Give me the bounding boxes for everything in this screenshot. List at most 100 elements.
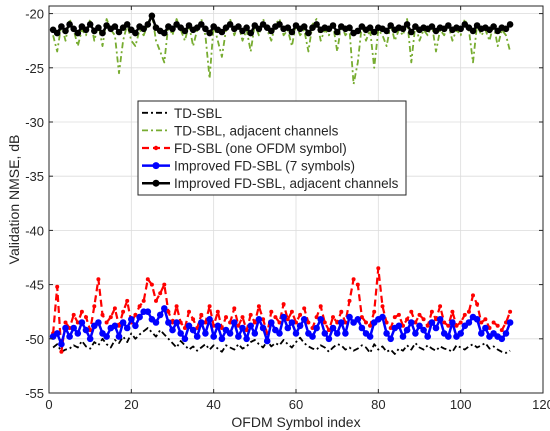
data-point <box>144 308 152 316</box>
data-point <box>399 25 407 33</box>
x-tick-label: 20 <box>124 397 138 412</box>
data-point <box>314 315 319 320</box>
data-point <box>276 21 283 28</box>
data-point <box>370 28 378 36</box>
data-point <box>236 323 241 328</box>
data-point <box>473 316 481 323</box>
data-point <box>53 330 61 337</box>
data-point <box>63 320 68 325</box>
data-point <box>317 316 325 323</box>
data-point <box>438 304 443 309</box>
data-point <box>198 319 205 326</box>
data-point <box>181 335 189 343</box>
data-point <box>111 23 119 30</box>
data-point <box>457 25 465 33</box>
data-point <box>346 24 353 32</box>
data-point <box>144 21 152 28</box>
data-point <box>239 324 246 332</box>
data-point <box>351 277 356 282</box>
data-point <box>62 324 69 332</box>
data-point <box>226 330 234 337</box>
data-point <box>346 313 353 321</box>
data-point <box>263 337 271 345</box>
data-point <box>187 309 191 314</box>
data-point <box>354 27 362 35</box>
x-tick-label: 40 <box>206 397 220 412</box>
legend-label-1: TD-SBL, adjacent channels <box>174 123 339 138</box>
data-point <box>161 29 168 37</box>
data-point <box>255 316 263 323</box>
data-point <box>309 333 316 340</box>
data-point <box>475 302 480 307</box>
data-point <box>379 313 386 321</box>
data-point <box>231 319 238 326</box>
data-point <box>339 309 344 314</box>
data-point <box>499 328 504 333</box>
data-point <box>86 335 94 343</box>
data-point <box>247 29 254 37</box>
data-point <box>354 316 362 323</box>
data-point <box>174 304 179 309</box>
data-point <box>185 322 193 330</box>
data-point <box>140 25 147 33</box>
data-point <box>145 277 150 282</box>
data-point <box>296 322 304 330</box>
data-point <box>321 330 329 337</box>
series-line-0 <box>52 327 511 355</box>
data-point <box>445 22 452 29</box>
data-point <box>387 22 395 29</box>
series-1 <box>52 12 511 85</box>
x-tick-label: 60 <box>289 397 303 412</box>
legend-marker-4 <box>152 179 160 187</box>
data-point <box>466 309 471 314</box>
data-point <box>366 24 374 32</box>
x-tick-label: 100 <box>450 397 472 412</box>
data-point <box>417 312 422 317</box>
series-2 <box>51 266 513 354</box>
data-point <box>322 320 327 325</box>
data-point <box>428 23 436 30</box>
data-point <box>436 316 444 323</box>
data-point <box>95 319 102 326</box>
data-point <box>111 322 119 330</box>
data-point <box>189 326 197 334</box>
data-point <box>88 328 93 333</box>
y-tick-label: -55 <box>25 386 44 401</box>
data-point <box>59 349 64 354</box>
data-point <box>149 282 154 287</box>
data-point <box>502 25 510 33</box>
data-point <box>454 323 459 328</box>
series-group <box>49 12 514 355</box>
data-point <box>207 304 212 309</box>
series-3 <box>49 305 514 348</box>
data-point <box>104 320 109 325</box>
data-point <box>152 319 160 326</box>
data-point <box>206 316 213 323</box>
legend-box <box>137 100 407 196</box>
data-point <box>284 24 292 32</box>
y-tick-label: -40 <box>25 223 44 238</box>
data-point <box>166 309 171 314</box>
y-tick-label: -20 <box>25 7 44 22</box>
data-point <box>273 315 278 320</box>
data-point <box>366 333 374 340</box>
data-point <box>269 309 274 314</box>
data-point <box>112 306 117 311</box>
data-point <box>364 320 368 325</box>
data-point <box>232 306 237 311</box>
data-point <box>428 319 436 326</box>
data-point <box>445 333 452 340</box>
data-point <box>288 319 296 326</box>
data-point <box>115 28 123 36</box>
data-point <box>78 319 86 326</box>
data-point <box>66 21 73 28</box>
data-point <box>446 323 451 328</box>
data-point <box>148 12 156 20</box>
data-point <box>71 312 76 317</box>
data-point <box>342 330 349 337</box>
data-point <box>226 21 234 28</box>
data-point <box>355 282 360 287</box>
data-point <box>281 302 286 307</box>
data-point <box>82 326 90 334</box>
